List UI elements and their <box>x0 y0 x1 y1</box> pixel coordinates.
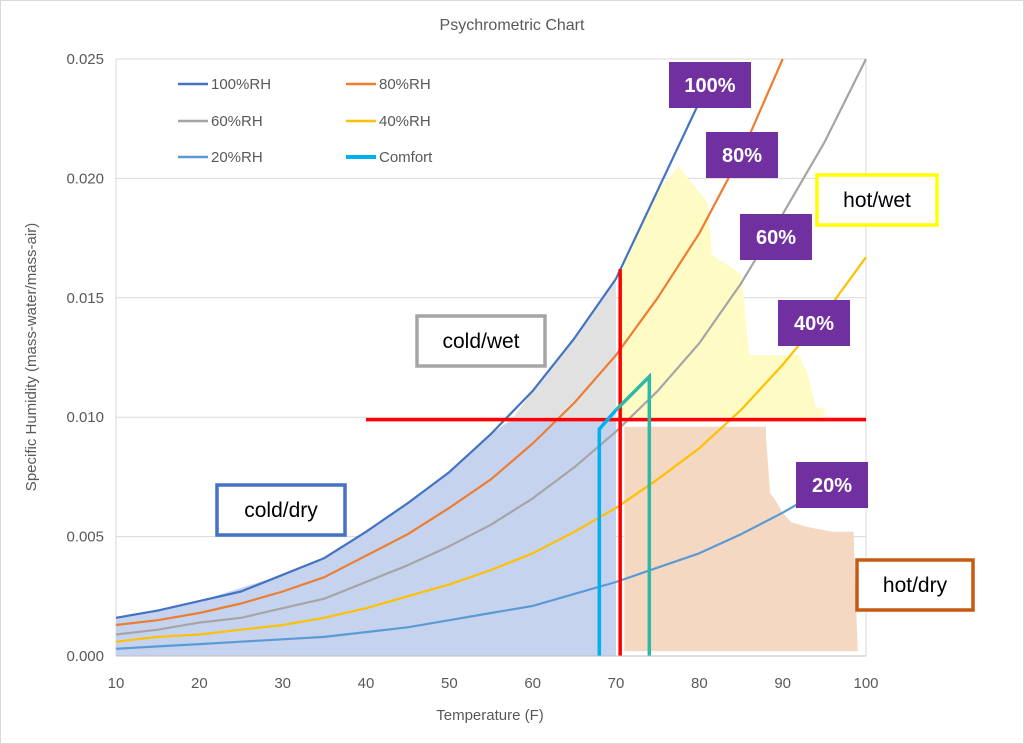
region-label-box <box>215 483 347 537</box>
region-label-hot-wet: hot/wet <box>843 189 911 212</box>
series-line-80pctrh <box>115 58 784 627</box>
y-tick-label: 0.000 <box>66 648 104 665</box>
y-axis-title: Specific Humidity (mass-water/mass-air) <box>23 223 40 491</box>
x-tick-label: 60 <box>524 675 541 692</box>
x-tick-label: 50 <box>441 675 458 692</box>
region-label-hot-dry: hot/dry <box>883 574 948 597</box>
legend-label: 20%RH <box>211 149 263 166</box>
region-label-box <box>815 173 939 227</box>
rh-label-box <box>740 214 812 260</box>
legend-label: 60%RH <box>211 113 263 130</box>
legend-label: 100%RH <box>211 76 271 93</box>
region-hot-dry-fill <box>624 426 858 652</box>
x-tick-label: 10 <box>108 675 125 692</box>
legend-label: 80%RH <box>379 76 431 93</box>
x-tick-label: 90 <box>774 675 791 692</box>
region-hot-wet-fill <box>620 166 825 418</box>
y-tick-label: 0.005 <box>66 529 104 546</box>
region-label-box <box>855 558 975 612</box>
y-tick-label: 0.025 <box>66 51 104 68</box>
rh-label: 100% <box>684 75 735 97</box>
x-tick-label: 80 <box>691 675 708 692</box>
chart-title: Psychrometric Chart <box>440 17 585 34</box>
comfort-line-left <box>597 408 618 656</box>
rh-label-box <box>669 62 751 108</box>
rh-label: 20% <box>812 475 852 497</box>
region-label-cold-wet: cold/wet <box>442 330 519 353</box>
region-label-cold-dry: cold/dry <box>244 499 318 522</box>
rh-label-box <box>778 300 850 346</box>
x-tick-label: 70 <box>608 675 625 692</box>
y-tick-label: 0.010 <box>66 409 104 426</box>
series-lines <box>115 58 867 650</box>
annotations: cold/dry cold/wet hot/wet hot/dry 100% 80% 60%… <box>215 62 975 612</box>
x-axis-title: Temperature (F) <box>436 707 544 724</box>
legend-label: 40%RH <box>379 113 431 130</box>
rh-label-box <box>706 132 778 178</box>
y-tick-label: 0.015 <box>66 290 104 307</box>
comfort-line-right <box>614 372 652 656</box>
x-tick-label: 30 <box>274 675 291 692</box>
rh-label: 60% <box>756 227 796 249</box>
series-line-20pctrh <box>115 461 867 650</box>
x-tick-label: 100 <box>853 675 878 692</box>
y-tick-label: 0.020 <box>66 170 104 187</box>
rh-label: 40% <box>794 313 834 335</box>
series-line-60pctrh <box>115 58 867 636</box>
series-line-100pctrh <box>115 101 701 619</box>
reference-lines <box>366 269 866 656</box>
region-label-box <box>415 314 547 368</box>
comfort-zone <box>597 372 652 656</box>
axes: 10 20 30 40 50 60 70 80 90 100 0.000 0.005 0.010 0.01… <box>66 51 878 692</box>
rh-label: 80% <box>722 145 762 167</box>
legend: 100%RH 80%RH 60%RH 40%RH 20%RH Comfort <box>178 76 433 166</box>
x-tick-label: 20 <box>191 675 208 692</box>
x-tick-label: 40 <box>358 675 375 692</box>
rh-label-box <box>796 462 868 508</box>
legend-label: Comfort <box>379 149 433 166</box>
series-line-40pctrh <box>115 256 867 643</box>
